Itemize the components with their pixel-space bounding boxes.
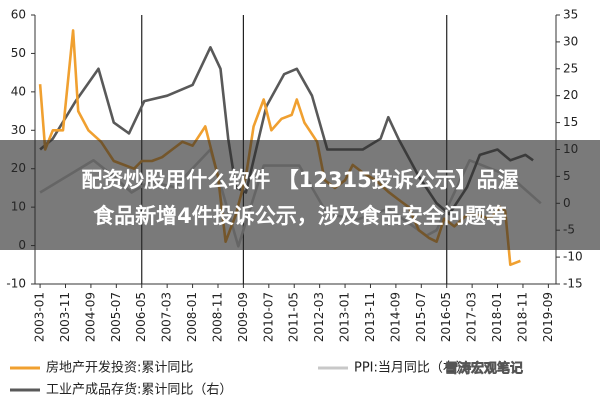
legend: PPI:当月同比（右） 工业产成品存货:累计同比（右） 房地产开发投资:累计同比 — [10, 360, 469, 398]
y2-tick-label: 25 — [563, 61, 578, 75]
legend-label: 房地产开发投资:累计同比 — [46, 360, 193, 376]
x-tick-label: 2005-07 — [109, 292, 123, 342]
x-tick-label: 2017-03 — [465, 292, 479, 342]
x-tick-label: 2018-11 — [515, 292, 529, 342]
x-tick-label: 2013-11 — [363, 292, 377, 342]
x-tick-label: 2015-07 — [414, 292, 428, 342]
x-tick-label: 2012-03 — [312, 292, 326, 342]
x-tick-label: 2010-07 — [261, 292, 275, 342]
banner-text: 配资炒股用什么软件 【12315投诉公示】品渥 — [81, 168, 518, 192]
y-tick-label: 50 — [11, 46, 26, 60]
watermark: 雪涛宏观笔记 — [445, 361, 523, 377]
y2-tick-label: -10 — [563, 250, 583, 264]
banner — [0, 140, 600, 250]
x-tick-label: 2008-01 — [185, 292, 199, 342]
x-tick-label: 2009-09 — [236, 292, 250, 342]
y2-tick-label: 20 — [563, 88, 578, 102]
x-tick-label: 2003-11 — [58, 292, 72, 342]
x-tick-label: 2008-11 — [210, 292, 224, 342]
y-tick-label: 40 — [11, 84, 26, 98]
y-tick-label: -10 — [6, 277, 26, 291]
x-tick-label: 2013-01 — [338, 292, 352, 342]
x-tick-label: 2019-09 — [541, 292, 555, 342]
y2-tick-label: -15 — [563, 277, 583, 291]
x-tick-label: 2006-05 — [134, 292, 148, 342]
banner-text: 食品新增4件投诉公示，涉及食品安全问题等 — [93, 204, 507, 228]
x-tick-label: 2003-01 — [33, 292, 47, 342]
x-tick-label: 2007-03 — [160, 292, 174, 342]
y2-tick-label: 35 — [563, 8, 578, 22]
y2-tick-label: 15 — [563, 115, 578, 129]
y-tick-label: 60 — [11, 8, 26, 22]
legend-label: PPI:当月同比（右） — [354, 361, 469, 376]
x-tick-label: 2018-01 — [490, 292, 504, 342]
x-tick-label: 2004-09 — [83, 292, 97, 342]
legend-label: 工业产成品存货:累计同比（右） — [46, 382, 232, 398]
y2-tick-label: 30 — [563, 34, 578, 48]
y-tick-label: 30 — [11, 123, 26, 137]
x-tick-label: 2016-05 — [439, 292, 453, 342]
x-tick-label: 2011-05 — [287, 292, 301, 342]
x-tick-label: 2014-09 — [388, 292, 402, 342]
